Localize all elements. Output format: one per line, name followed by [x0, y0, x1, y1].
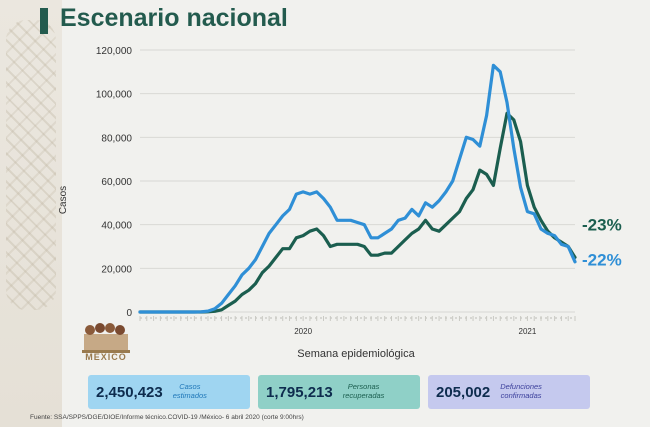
series-end-label: -23%: [582, 216, 622, 235]
decorative-side-band: [0, 0, 62, 427]
title-accent-bar: [40, 8, 48, 34]
y-tick-label: 20,000: [101, 264, 132, 275]
y-tick-label: 120,000: [96, 46, 133, 57]
mexico-logo-icon: [82, 323, 130, 353]
source-footnote: Fuente: SSA/SPPS/DGE/DIOE/Informe técnic…: [30, 414, 304, 421]
decorative-pattern: [6, 20, 56, 310]
chart-end-labels: -23% -22%: [582, 216, 622, 270]
series-line: [138, 111, 577, 314]
page-title: Escenario nacional: [60, 4, 288, 32]
y-axis-label: Casos: [58, 186, 69, 214]
series-end-label: -22%: [582, 251, 622, 270]
chart-series: [138, 63, 577, 314]
x-axis-label: Semana epidemiológica: [297, 348, 415, 360]
y-axis: 0 20,000 40,000 60,000 80,000 100,000 120,000: [96, 46, 133, 319]
y-tick-label: 80,000: [101, 133, 132, 144]
x-year-label: 2021: [519, 327, 537, 336]
x-axis: 2020 2021: [139, 316, 576, 336]
stat-description: Defunciones confirmadas: [500, 382, 542, 400]
y-tick-label: 0: [126, 308, 132, 319]
stat-recovered: 1,795,213 Personas recuperadas: [258, 375, 420, 409]
chart-gridlines: [140, 49, 575, 313]
stat-deaths: 205,002 Defunciones confirmadas: [428, 375, 590, 409]
stat-value: 205,002: [436, 383, 491, 401]
y-tick-label: 40,000: [101, 221, 132, 232]
stat-description: Casos estimados: [172, 382, 207, 400]
y-tick-label: 60,000: [101, 177, 132, 188]
x-year-label: 2020: [294, 327, 312, 336]
series-line: [138, 63, 577, 314]
stat-value: 1,795,213: [266, 383, 333, 401]
stat-value: 2,450,423: [96, 383, 163, 401]
stat-description: Personas recuperadas: [342, 382, 385, 400]
y-tick-label: 100,000: [96, 90, 133, 101]
logo-wordmark: MÉXICO: [85, 352, 127, 362]
stat-estimated-cases: 2,450,423 Casos estimados: [88, 375, 250, 409]
